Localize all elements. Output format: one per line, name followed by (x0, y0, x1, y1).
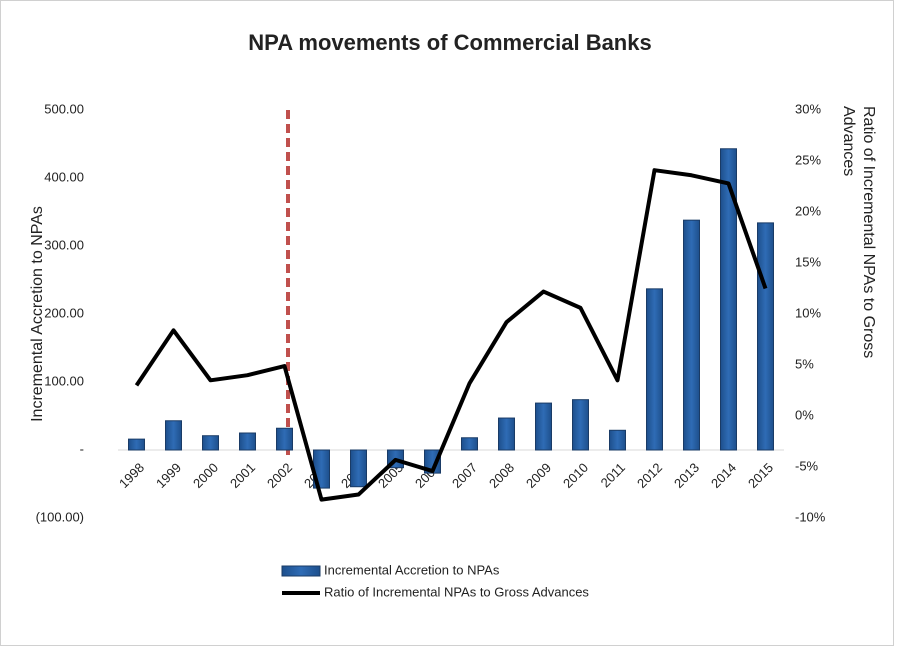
bar (276, 427, 293, 451)
legend-label: Ratio of Incremental NPAs to Gross Advan… (324, 584, 589, 599)
bar (165, 420, 182, 451)
bar (720, 148, 737, 451)
bar (461, 437, 478, 451)
bar (757, 222, 774, 451)
y-tick-label: 500.00 (44, 101, 84, 116)
bar (239, 432, 256, 451)
y-tick-label: 400.00 (44, 169, 84, 184)
y2-tick-label: 15% (795, 254, 821, 269)
y2-tick-label: -10% (795, 509, 826, 524)
bar (128, 438, 145, 451)
y2-tick-label: 10% (795, 305, 821, 320)
y2-tick-label: 25% (795, 152, 821, 167)
y-tick-label: 200.00 (44, 305, 84, 320)
legend-swatch (281, 565, 321, 577)
legend-label: Incremental Accretion to NPAs (324, 562, 500, 577)
y2-tick-label: 20% (795, 203, 821, 218)
y2-tick-label: 30% (795, 101, 821, 116)
y2-axis-title: Ratio of Incremental NPAs to Gross (860, 106, 877, 358)
y2-tick-label: 0% (795, 407, 814, 422)
line (134, 168, 768, 502)
y2-axis-title: Advances (840, 106, 857, 176)
bar (646, 288, 663, 451)
bar (202, 435, 219, 451)
y-axis-title: Incremental Accretion to NPAs (29, 206, 46, 422)
bar (498, 417, 515, 451)
chart-title: NPA movements of Commercial Banks (248, 30, 651, 55)
bar (609, 429, 626, 451)
bar (572, 399, 589, 451)
y-tick-label: - (80, 441, 84, 456)
y-tick-label: (100.00) (36, 509, 84, 524)
bar (424, 449, 441, 474)
y2-tick-label: -5% (795, 458, 819, 473)
y2-tick-label: 5% (795, 356, 814, 371)
bar (535, 402, 552, 451)
y-tick-label: 300.00 (44, 237, 84, 252)
bar (350, 449, 367, 488)
y-tick-label: 100.00 (44, 373, 84, 388)
bar (683, 219, 700, 451)
